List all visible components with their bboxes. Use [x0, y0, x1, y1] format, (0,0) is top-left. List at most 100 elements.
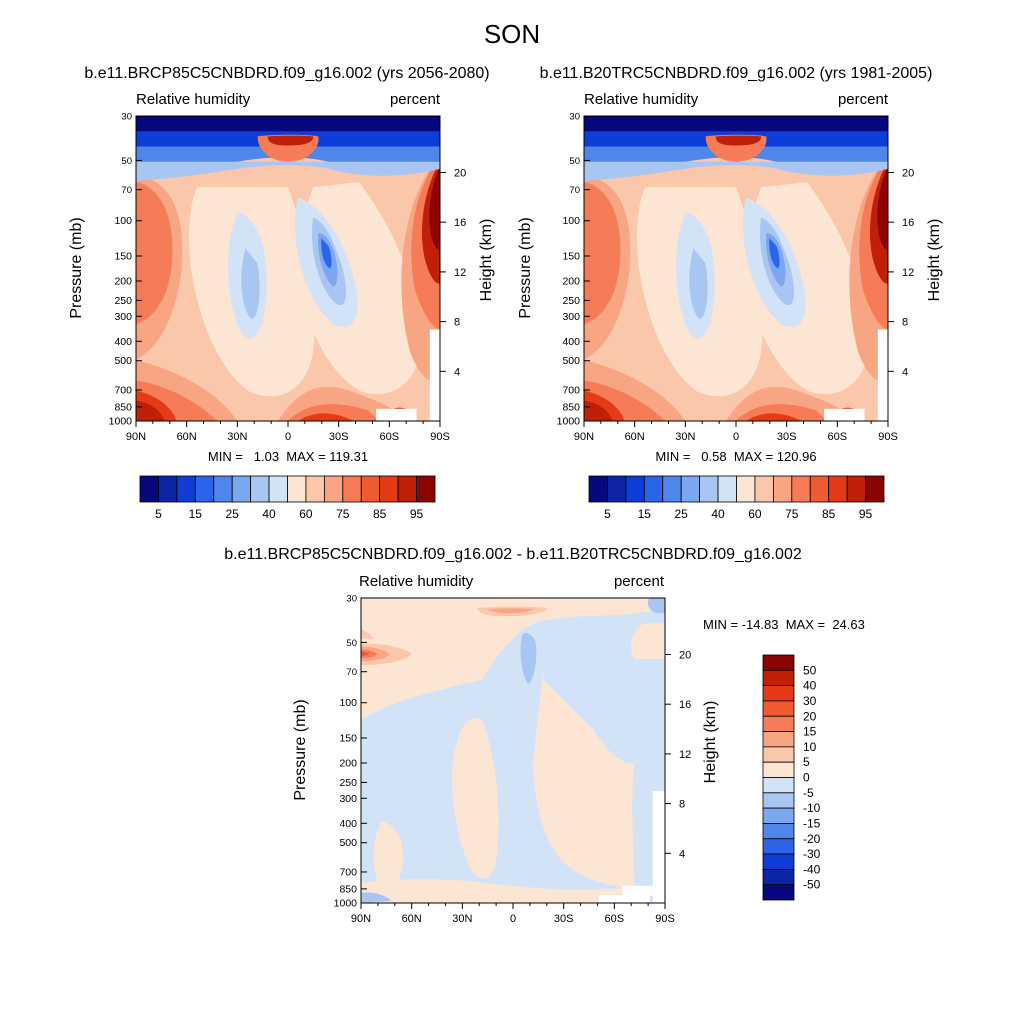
colorbar-swatch	[397, 475, 417, 503]
colorbar-swatch	[865, 475, 885, 503]
pressure-tick-label: 700	[114, 384, 132, 396]
colorbar-swatch	[213, 475, 233, 503]
missing-data	[622, 885, 653, 896]
contour-level-0-col	[452, 718, 499, 879]
lat-tick-label: 0	[510, 913, 516, 925]
colorbar-swatch	[736, 475, 756, 503]
missing-data	[599, 894, 650, 903]
colorbar-swatch	[625, 475, 645, 503]
pressure-tick-label: 200	[562, 276, 580, 288]
pressure-tick-label: 1000	[334, 898, 358, 910]
colorbar-label: 85	[373, 507, 387, 521]
pressure-tick-label: 700	[562, 384, 580, 396]
contour-level-neg10	[520, 598, 665, 685]
pressure-tick-label: 70	[346, 667, 357, 678]
lat-tick-label: 60N	[177, 431, 197, 443]
lat-tick-label: 30N	[227, 431, 247, 443]
colorbar-swatch	[158, 475, 178, 503]
panel-title: b.e11.BRCP85C5CNBDRD.f09_g16.002 (yrs 20…	[84, 65, 489, 82]
contour-level-40-top	[136, 161, 440, 182]
lat-tick-label: 0	[733, 431, 739, 443]
pressure-tick-label: 30	[569, 112, 580, 123]
lat-tick-label: 90S	[655, 913, 675, 925]
pressure-tick-label: 250	[114, 295, 132, 307]
colorbar-label: -50	[803, 878, 821, 892]
y-axis-label: Pressure (mb)	[68, 217, 85, 318]
colorbar-label: 15	[189, 507, 203, 521]
pressure-tick-label: 30	[346, 594, 357, 605]
pressure-tick-label: 400	[562, 336, 580, 348]
colorbar: 5 15 25 40 60 75 85 95	[139, 475, 436, 521]
pressure-tick-label: 250	[562, 295, 580, 307]
colorbar-label: 25	[675, 507, 689, 521]
pressure-tick-label: 70	[569, 185, 580, 196]
colorbar-label: -5	[803, 786, 814, 800]
colorbar-swatch	[250, 475, 270, 503]
colorbar-label: 60	[299, 507, 313, 521]
height-tick-label: 12	[679, 749, 691, 761]
lat-tick-label: 90N	[126, 431, 146, 443]
contour-field	[136, 116, 440, 421]
colorbar-label: 30	[803, 694, 817, 708]
contour-level-20	[361, 651, 370, 656]
pressure-tick-label: 850	[562, 401, 580, 413]
panel-title: b.e11.B20TRC5CNBDRD.f09_g16.002 (yrs 198…	[540, 65, 933, 82]
contour-level-neg5	[361, 608, 665, 903]
contour-level-25-lower	[232, 349, 284, 389]
missing-data	[824, 408, 865, 421]
colorbar-swatch	[305, 475, 325, 503]
height-tick-label: 8	[679, 799, 685, 811]
colorbar-swatch	[762, 731, 795, 748]
lat-tick-label: 90S	[878, 431, 898, 443]
pressure-tick-label: 300	[339, 793, 357, 805]
pressure-tick-label: 150	[562, 250, 580, 262]
min-max-label: MIN = 1.03 MAX = 119.31	[208, 449, 368, 464]
pressure-tick-label: 150	[339, 732, 357, 744]
contour-level-85-lower	[584, 380, 828, 421]
lat-tick-label: 30S	[554, 913, 574, 925]
pressure-tick-label: 850	[114, 401, 132, 413]
colorbar-swatch	[762, 838, 795, 855]
contour-level-20	[321, 238, 332, 269]
min-max-label: MIN = -14.83 MAX = 24.63	[703, 617, 865, 632]
colorbar-label: -40	[803, 862, 821, 876]
pressure-tick-label: 150	[114, 250, 132, 262]
colorbar-label: 5	[604, 507, 611, 521]
lat-tick-label: 90N	[574, 431, 594, 443]
pressure-tick-label: 50	[121, 156, 132, 167]
colorbar-swatch	[379, 475, 399, 503]
contour-level-20	[769, 238, 780, 269]
contour-level-95	[877, 166, 888, 251]
contour-field	[361, 598, 665, 903]
missing-data	[429, 329, 440, 421]
colorbar-label: 95	[410, 507, 424, 521]
missing-data	[877, 329, 888, 421]
pressure-tick-label: 300	[562, 311, 580, 323]
lat-tick-label: 30S	[777, 431, 797, 443]
y2-axis-label: Height (km)	[702, 701, 719, 784]
contour-level-95	[429, 166, 440, 251]
colorbar-swatch	[268, 475, 288, 503]
height-tick-label: 16	[902, 217, 914, 229]
height-tick-label: 20	[454, 167, 466, 179]
colorbar-swatch	[762, 746, 795, 763]
colorbar-label: -15	[803, 816, 821, 830]
height-tick-label: 16	[679, 699, 691, 711]
units-label: percent	[838, 91, 889, 108]
pressure-tick-label: 100	[562, 215, 580, 227]
panel-historical: b.e11.B20TRC5CNBDRD.f09_g16.002 (yrs 198…	[517, 65, 943, 521]
colorbar-label: 95	[859, 507, 873, 521]
height-tick-label: 4	[902, 366, 908, 378]
contour-level-0-east	[541, 738, 561, 812]
pressure-tick-label: 1000	[557, 416, 581, 428]
units-label: percent	[614, 573, 665, 590]
contour-level-95-lower	[584, 400, 613, 421]
lat-tick-label: 60N	[625, 431, 645, 443]
lat-tick-label: 30S	[329, 431, 349, 443]
colorbar-swatch	[231, 475, 252, 503]
pressure-tick-label: 200	[339, 758, 357, 770]
colorbar-swatch	[791, 475, 811, 503]
colorbar-swatch	[287, 475, 307, 503]
colorbar-swatch	[762, 685, 795, 702]
pressure-tick-label: 50	[346, 638, 357, 649]
